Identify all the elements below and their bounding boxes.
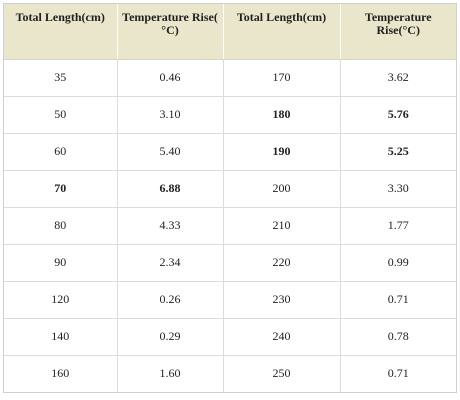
table-cell: 220 [222, 244, 340, 282]
table-row: 35 0.46 170 3.62 [4, 59, 456, 97]
table-cell: 3.30 [339, 170, 456, 208]
table-cell: 120 [4, 281, 117, 319]
table-row: 140 0.29 240 0.78 [4, 318, 456, 356]
table-cell: 250 [222, 355, 340, 392]
table-cell: 35 [4, 59, 117, 97]
table-cell: 0.71 [339, 355, 456, 392]
table-cell: 0.46 [116, 59, 223, 97]
table-cell: 0.99 [339, 244, 456, 282]
table-row: 80 4.33 210 1.77 [4, 207, 456, 245]
table-cell: 1.77 [339, 207, 456, 245]
table-body: 35 0.46 170 3.62 50 3.10 180 5.76 60 5.4… [4, 59, 456, 392]
header-temperature-rise-1: Temperature Rise( °C) [116, 4, 223, 60]
table-cell: 190 [222, 133, 340, 171]
header-row: Total Length(cm) Temperature Rise( °C) T… [4, 4, 456, 60]
table-cell: 5.76 [339, 96, 456, 134]
table-cell: 5.25 [339, 133, 456, 171]
table-cell: 5.40 [116, 133, 223, 171]
table-row: 70 6.88 200 3.30 [4, 170, 456, 208]
table-cell: 50 [4, 96, 117, 134]
table-row: 160 1.60 250 0.71 [4, 355, 456, 392]
table-row: 120 0.26 230 0.71 [4, 281, 456, 319]
table-cell: 1.60 [116, 355, 223, 392]
table-cell: 0.29 [116, 318, 223, 356]
table-cell: 0.71 [339, 281, 456, 319]
table-row: 90 2.34 220 0.99 [4, 244, 456, 282]
table-cell: 240 [222, 318, 340, 356]
header-total-length-1: Total Length(cm) [4, 4, 117, 60]
table-cell: 60 [4, 133, 117, 171]
table-cell: 80 [4, 207, 117, 245]
table-cell: 0.78 [339, 318, 456, 356]
table-row: 50 3.10 180 5.76 [4, 96, 456, 134]
table-cell: 140 [4, 318, 117, 356]
table-cell: 2.34 [116, 244, 223, 282]
table-cell: 3.10 [116, 96, 223, 134]
table-cell: 230 [222, 281, 340, 319]
table-cell: 160 [51, 366, 70, 381]
table-cell: 170 [222, 59, 340, 97]
header-temperature-rise-2: Temperature Rise(°C) [339, 4, 456, 60]
data-table-container: Total Length(cm) Temperature Rise( °C) T… [3, 3, 457, 393]
table-cell: 180 [222, 96, 340, 134]
table-cell: 200 [222, 170, 340, 208]
table-cell: 210 [222, 207, 340, 245]
table-cell: 0.26 [116, 281, 223, 319]
header-total-length-2: Total Length(cm) [222, 4, 340, 60]
table-cell: 90 [4, 244, 117, 282]
table-cell: 4.33 [116, 207, 223, 245]
table-cell: 6.88 [116, 170, 223, 208]
table-cell: 3.62 [339, 59, 456, 97]
table-row: 60 5.40 190 5.25 [4, 133, 456, 171]
temperature-rise-table: Total Length(cm) Temperature Rise( °C) T… [4, 4, 456, 392]
table-cell: 70 [4, 170, 117, 208]
